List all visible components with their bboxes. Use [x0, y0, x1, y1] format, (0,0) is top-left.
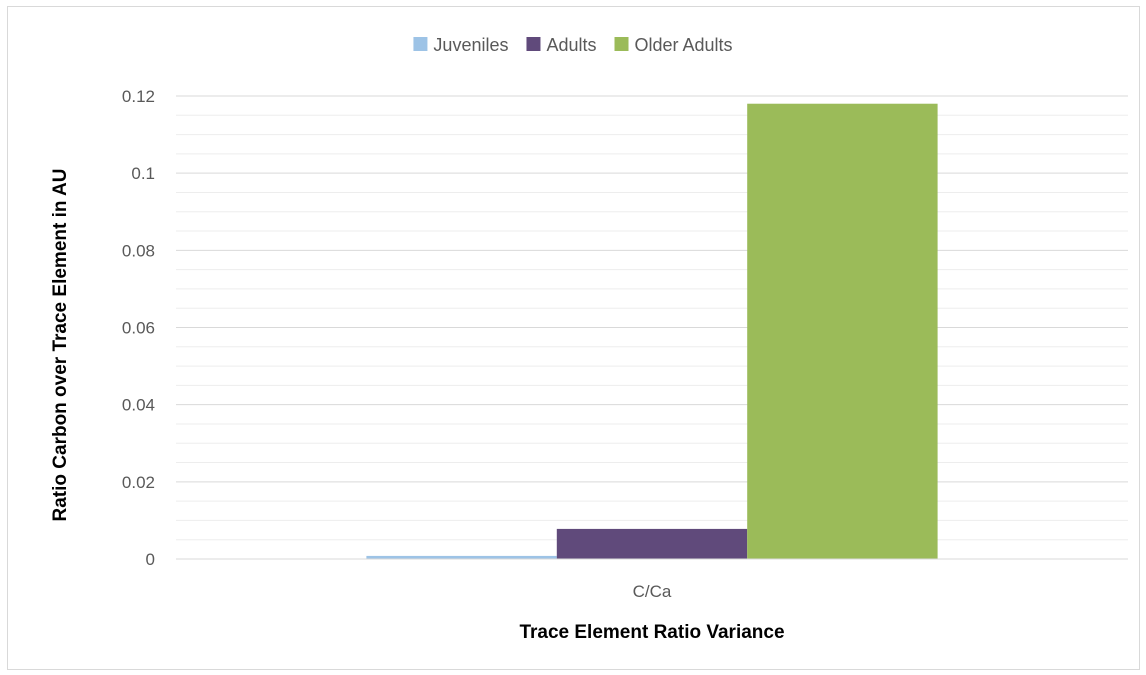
- axes: 0 0.02 0.04 0.06 0.08 0.1 0.12 C/Ca: [122, 87, 1128, 601]
- legend-label: Adults: [546, 35, 596, 55]
- legend-item: Adults: [526, 35, 597, 55]
- legend-item: Juveniles: [413, 35, 508, 55]
- gridlines: [176, 95, 1128, 541]
- y-axis-title: Ratio Carbon over Trace Element in AU: [50, 169, 71, 522]
- y-tick-label: 0.02: [122, 473, 155, 492]
- y-tick-label: 0.06: [122, 319, 155, 338]
- y-tick-label: 0.08: [122, 241, 155, 260]
- legend-swatch: [614, 37, 629, 51]
- legend-swatch: [526, 37, 541, 51]
- y-tick-label: 0: [146, 550, 155, 569]
- legend-label: Juveniles: [433, 35, 508, 55]
- x-tick-label: C/Ca: [633, 582, 672, 601]
- legend-label: Older Adults: [635, 35, 733, 55]
- bar-juveniles: [366, 555, 557, 559]
- x-axis-title: Trace Element Ratio Variance: [519, 622, 784, 643]
- legend-item: Older Adults: [614, 35, 733, 55]
- legend: Juveniles Adults Older Adults: [413, 35, 733, 55]
- bar-adults: [556, 528, 748, 559]
- bars: [366, 103, 938, 559]
- y-tick-label: 0.04: [122, 396, 155, 415]
- bar-older-adults: [747, 103, 938, 559]
- y-tick-label: 0.12: [122, 87, 155, 106]
- legend-swatch: [413, 37, 428, 51]
- y-tick-label: 0.1: [131, 164, 155, 183]
